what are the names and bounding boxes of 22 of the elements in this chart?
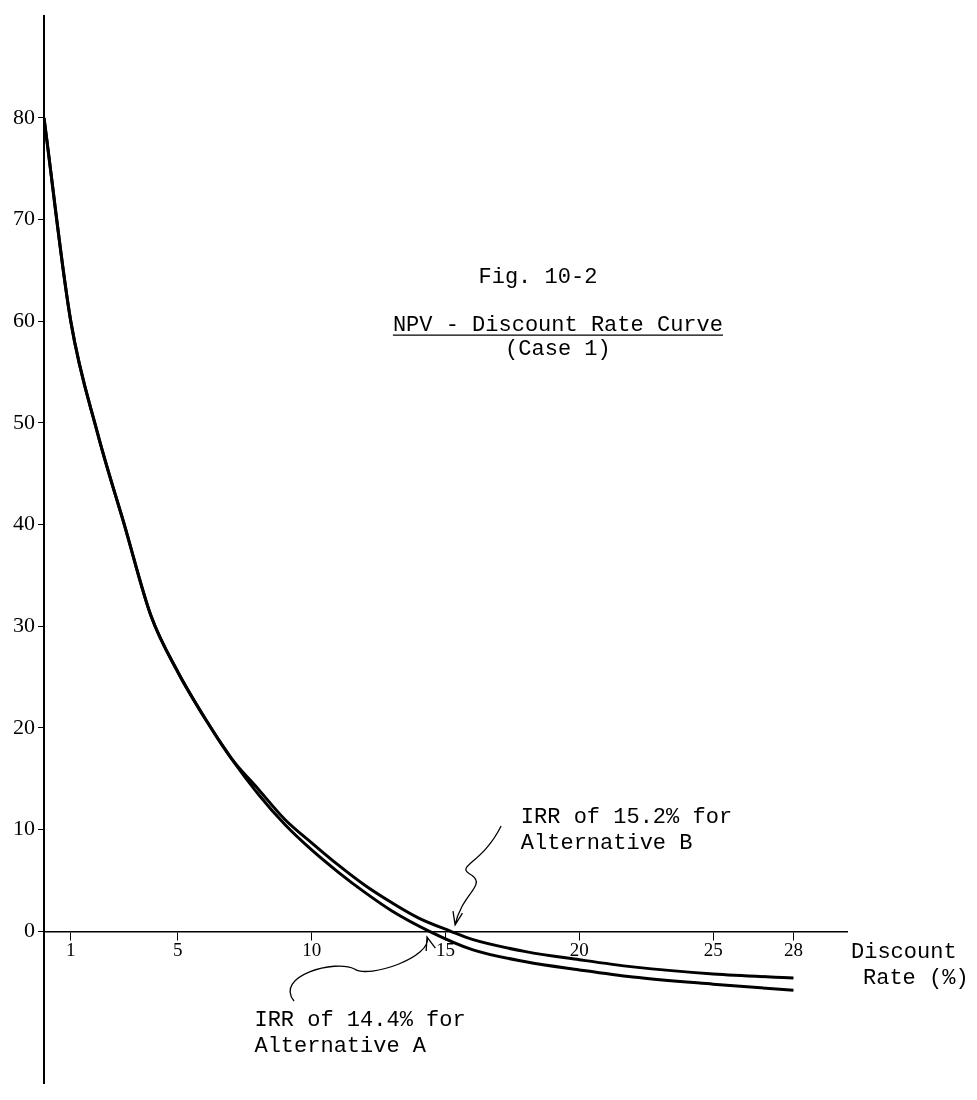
y-tick-label: 40 [13,510,35,536]
y-tick-label: 10 [13,815,35,841]
x-tick-label: 10 [302,938,322,960]
x-tick-label: 28 [783,938,803,960]
x-tick-label: 25 [703,938,723,960]
annotation: IRR of 14.4% for Alternative A [254,1008,466,1060]
y-tick-label: 0 [24,917,35,943]
y-tick-label: 70 [13,205,35,231]
x-axis-title: Discount Rate (%) [851,940,969,992]
annotation: (Case 1) [505,337,611,363]
x-tick-label: 5 [173,938,183,960]
x-tick-label: 15 [436,938,455,960]
annotation: IRR of 15.2% for Alternative B [520,805,733,857]
y-tick-label: 30 [13,612,35,638]
y-tick-label: 50 [13,408,35,434]
text: NPV - Discount Rate Curve [392,313,723,339]
y-tick-label: 80 [13,103,35,129]
x-tick-label: 20 [569,938,589,960]
y-tick-label: 20 [13,713,35,739]
y-tick-label: 60 [13,307,35,333]
x-tick-label: 1 [66,938,76,960]
text: Fig. 10-2 [478,265,598,291]
